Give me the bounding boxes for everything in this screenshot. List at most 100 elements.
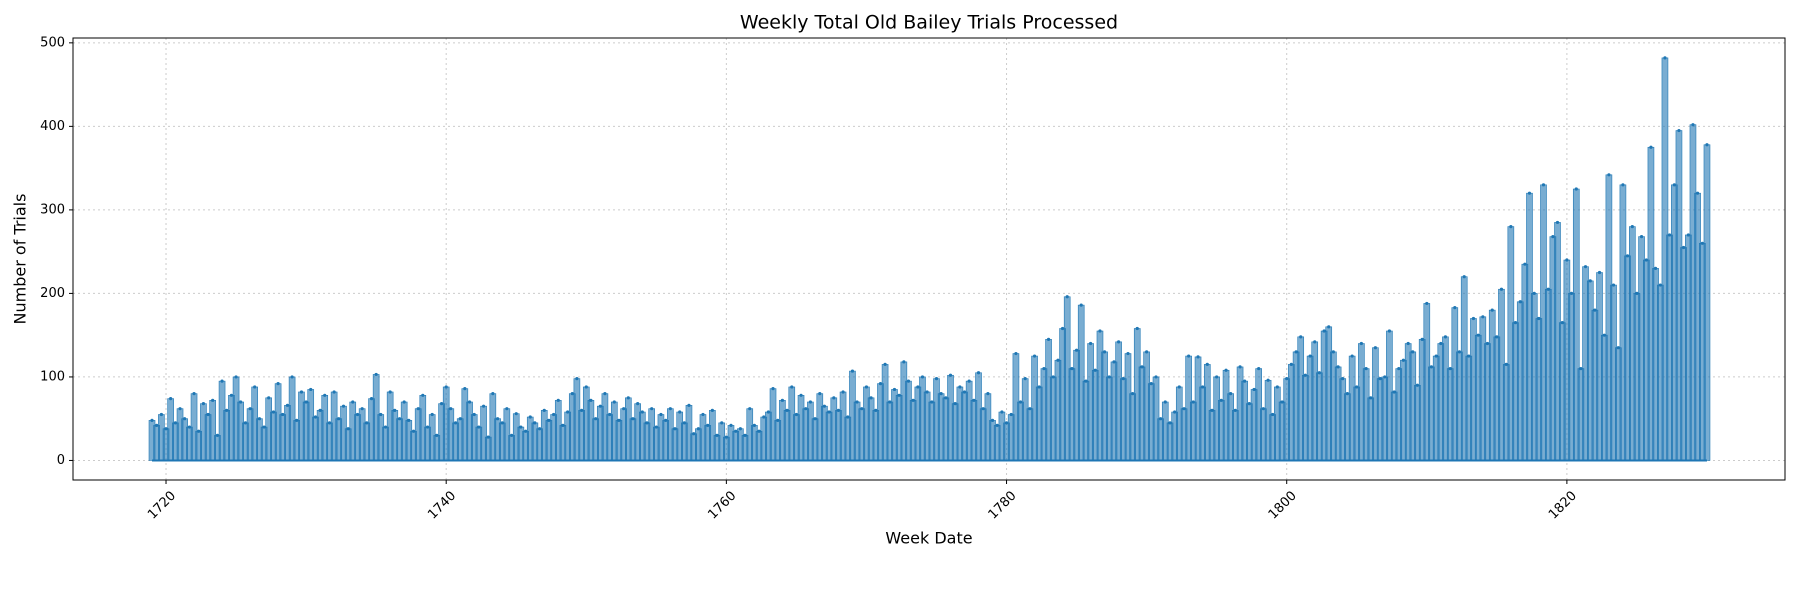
point <box>211 398 215 402</box>
point <box>589 398 593 402</box>
point <box>1355 385 1359 389</box>
point <box>1476 333 1480 337</box>
point <box>1070 366 1074 371</box>
point <box>1303 373 1307 377</box>
point <box>846 415 850 419</box>
point <box>1345 392 1349 396</box>
point <box>1322 329 1326 333</box>
point <box>1397 366 1401 371</box>
point <box>1359 341 1363 346</box>
point <box>1649 145 1653 149</box>
point <box>299 390 304 394</box>
point <box>1467 354 1471 358</box>
point <box>1149 382 1153 386</box>
point <box>1009 412 1013 417</box>
point <box>393 408 397 412</box>
point <box>1327 325 1331 329</box>
point <box>654 425 658 429</box>
point <box>1159 417 1163 421</box>
point <box>1238 365 1242 369</box>
point <box>276 382 280 386</box>
point <box>561 423 565 427</box>
point <box>225 408 229 412</box>
point <box>1392 390 1396 394</box>
point <box>439 402 444 406</box>
point <box>650 407 654 411</box>
point <box>187 425 192 429</box>
point <box>1266 378 1270 382</box>
point <box>580 408 584 412</box>
point <box>1625 254 1630 258</box>
point <box>1504 362 1508 367</box>
point <box>664 418 668 422</box>
point <box>271 410 276 414</box>
point <box>1593 308 1597 312</box>
point <box>290 375 294 379</box>
plot-marks <box>148 56 1711 462</box>
point <box>1317 371 1321 375</box>
point <box>1051 375 1055 379</box>
point <box>920 375 925 379</box>
point <box>1415 383 1420 387</box>
point <box>1611 283 1616 287</box>
point <box>1060 326 1065 331</box>
x-tick-label: 1780 <box>986 488 1020 522</box>
point <box>986 392 990 396</box>
point <box>220 379 224 383</box>
point <box>771 387 775 391</box>
point <box>1406 341 1410 346</box>
point <box>659 412 663 417</box>
point <box>1336 365 1340 369</box>
point <box>1471 316 1476 321</box>
point <box>841 390 845 394</box>
point <box>1084 379 1088 383</box>
point <box>1481 315 1485 319</box>
point <box>1518 300 1522 304</box>
point <box>1219 398 1223 402</box>
point <box>972 398 976 402</box>
point <box>1411 350 1415 354</box>
point <box>197 429 201 433</box>
point <box>425 425 430 429</box>
point <box>1261 407 1265 411</box>
point <box>430 412 434 417</box>
point <box>678 410 682 414</box>
point <box>1187 354 1191 358</box>
point <box>1495 335 1499 339</box>
point <box>313 415 318 419</box>
point <box>281 412 285 417</box>
point <box>976 371 981 375</box>
point <box>995 423 999 427</box>
point <box>1420 337 1424 341</box>
x-tick-label: 1800 <box>1266 488 1300 522</box>
point <box>538 427 542 431</box>
point <box>1658 283 1662 287</box>
point <box>1551 235 1555 239</box>
point <box>631 417 635 421</box>
point <box>1294 350 1298 354</box>
y-tick-label: 0 <box>57 453 65 468</box>
point <box>1131 392 1135 396</box>
point <box>1154 375 1158 379</box>
point <box>1331 350 1335 354</box>
point <box>1681 245 1686 250</box>
point <box>1350 354 1354 358</box>
point <box>1667 233 1672 237</box>
point <box>566 410 570 414</box>
point <box>355 412 360 417</box>
point <box>1499 287 1504 291</box>
point <box>416 407 420 411</box>
point <box>869 396 873 400</box>
point <box>1369 396 1373 400</box>
point <box>934 377 939 381</box>
y-tick-label: 100 <box>40 369 65 384</box>
point <box>472 412 476 417</box>
point <box>486 435 490 439</box>
point <box>1546 287 1550 291</box>
point <box>743 433 747 437</box>
point <box>542 408 546 412</box>
point <box>687 403 691 407</box>
point <box>832 396 836 400</box>
point <box>682 421 686 425</box>
point <box>552 412 556 417</box>
